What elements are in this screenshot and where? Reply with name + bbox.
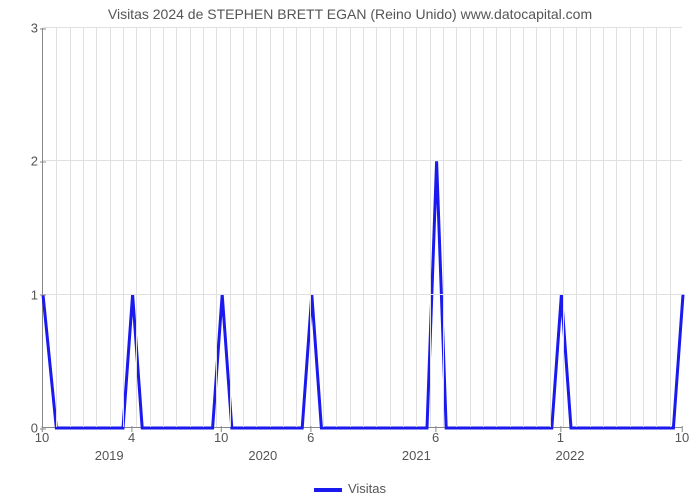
grid-line-vertical: [176, 28, 177, 427]
grid-line-vertical: [230, 28, 231, 427]
x-tick-mark: [560, 426, 561, 432]
legend-label: Visitas: [348, 481, 386, 496]
x-tick-mark: [682, 426, 683, 432]
grid-line-horizontal: [43, 27, 682, 28]
chart-container: Visitas 2024 de STEPHEN BRETT EGAN (Rein…: [0, 0, 700, 500]
grid-line-vertical: [56, 28, 57, 427]
x-tick-label: 6: [307, 430, 314, 445]
grid-line-vertical: [390, 28, 391, 427]
grid-line-vertical: [403, 28, 404, 427]
grid-line-vertical: [483, 28, 484, 427]
x-tick-mark: [42, 426, 43, 432]
grid-line-vertical: [563, 28, 564, 427]
grid-line-vertical: [443, 28, 444, 427]
grid-line-vertical: [163, 28, 164, 427]
grid-line-vertical: [416, 28, 417, 427]
x-tick-label: 1: [557, 430, 564, 445]
y-tick-mark: [40, 295, 46, 296]
x-tick-label: 4: [128, 430, 135, 445]
x-tick-mark: [132, 426, 133, 432]
grid-line-vertical: [336, 28, 337, 427]
grid-line-vertical: [96, 28, 97, 427]
x-year-label: 2021: [402, 448, 431, 463]
plot-area: [42, 28, 682, 428]
grid-line-vertical: [350, 28, 351, 427]
x-tick-mark: [436, 426, 437, 432]
grid-line-horizontal: [43, 294, 682, 295]
grid-line-vertical: [550, 28, 551, 427]
y-tick-label: 3: [31, 21, 38, 36]
legend: Visitas: [0, 481, 700, 496]
grid-line-vertical: [136, 28, 137, 427]
y-tick-mark: [40, 428, 46, 429]
legend-swatch: [314, 488, 342, 492]
grid-line-vertical: [110, 28, 111, 427]
grid-line-vertical: [496, 28, 497, 427]
grid-line-horizontal: [43, 160, 682, 161]
y-tick-mark: [40, 28, 46, 29]
grid-line-vertical: [630, 28, 631, 427]
grid-line-vertical: [430, 28, 431, 427]
grid-line-vertical: [243, 28, 244, 427]
grid-line-vertical: [150, 28, 151, 427]
grid-line-vertical: [270, 28, 271, 427]
grid-line-vertical: [283, 28, 284, 427]
x-year-label: 2020: [248, 448, 277, 463]
grid-line-vertical: [523, 28, 524, 427]
grid-line-vertical: [123, 28, 124, 427]
grid-line-vertical: [190, 28, 191, 427]
grid-line-vertical: [376, 28, 377, 427]
grid-line-vertical: [643, 28, 644, 427]
x-tick-mark: [221, 426, 222, 432]
x-tick-label: 10: [675, 430, 689, 445]
y-tick-label: 1: [31, 287, 38, 302]
grid-line-vertical: [256, 28, 257, 427]
grid-line-vertical: [310, 28, 311, 427]
x-tick-label: 10: [214, 430, 228, 445]
y-tick-label: 2: [31, 154, 38, 169]
x-year-label: 2019: [95, 448, 124, 463]
grid-line-vertical: [670, 28, 671, 427]
grid-line-vertical: [616, 28, 617, 427]
x-tick-mark: [311, 426, 312, 432]
grid-line-vertical: [203, 28, 204, 427]
grid-line-vertical: [590, 28, 591, 427]
grid-line-vertical: [603, 28, 604, 427]
y-tick-mark: [40, 161, 46, 162]
grid-line-vertical: [536, 28, 537, 427]
grid-line-vertical: [70, 28, 71, 427]
grid-line-vertical: [216, 28, 217, 427]
grid-line-vertical: [83, 28, 84, 427]
grid-line-vertical: [510, 28, 511, 427]
grid-line-vertical: [576, 28, 577, 427]
grid-line-vertical: [656, 28, 657, 427]
grid-line-vertical: [363, 28, 364, 427]
x-tick-label: 6: [432, 430, 439, 445]
grid-line-vertical: [323, 28, 324, 427]
grid-line-vertical: [470, 28, 471, 427]
grid-line-vertical: [456, 28, 457, 427]
chart-title: Visitas 2024 de STEPHEN BRETT EGAN (Rein…: [0, 6, 700, 22]
grid-line-vertical: [296, 28, 297, 427]
x-tick-label: 10: [35, 430, 49, 445]
x-year-label: 2022: [556, 448, 585, 463]
